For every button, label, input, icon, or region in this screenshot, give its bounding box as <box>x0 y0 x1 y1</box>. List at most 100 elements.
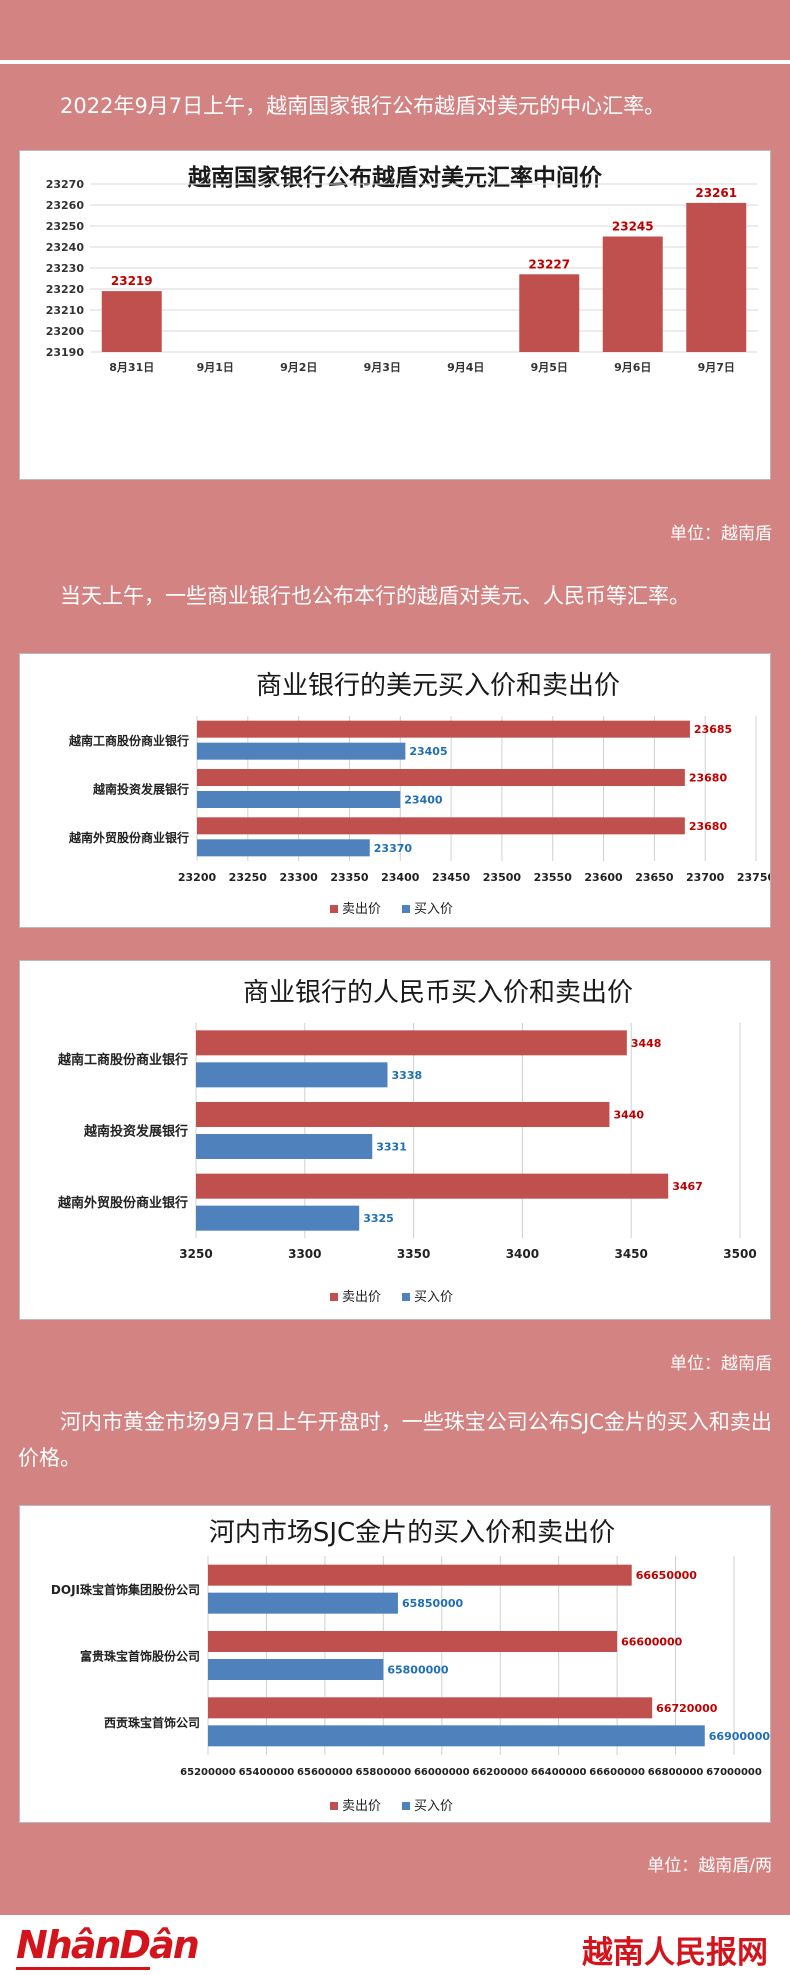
x-tick-label-0: 8月31日 <box>109 361 154 374</box>
sell-bar-0 <box>196 1030 627 1056</box>
x-tick-label-7: 23550 <box>534 871 573 884</box>
buy-bar-1 <box>208 1659 384 1680</box>
x-tick-label-5: 23450 <box>432 871 471 884</box>
cny-chart-card: 商业银行的人民币买入价和卖出价 3250 3300 3350 3400 3450 3500 越… <box>19 960 771 1320</box>
y-tick-label-0: 23190 <box>46 346 85 359</box>
sell-bar-label-1: 3440 <box>613 1109 644 1122</box>
site-name-logo[interactable]: 越南人民报网 <box>582 1935 768 1971</box>
x-tick-label-10: 23700 <box>686 871 725 884</box>
bar-label-6: 23245 <box>612 220 654 234</box>
category-label-0: DOJI珠宝首饰集团股份公司 <box>51 1582 200 1597</box>
x-tick-label-8: 66800000 <box>648 1767 704 1778</box>
top-divider <box>0 60 790 64</box>
y-tick-label-8: 23270 <box>46 178 85 191</box>
bar-7 <box>686 202 747 352</box>
bar-label-5: 23227 <box>528 257 570 271</box>
buy-bar-2 <box>208 1725 705 1747</box>
buy-bar-2 <box>196 1205 360 1231</box>
category-label-1: 富贵珠宝首饰股份公司 <box>80 1649 200 1664</box>
x-tick-label-0: 3250 <box>179 1247 212 1261</box>
buy-bar-0 <box>208 1592 398 1614</box>
buy-bar-label-2: 66900000 <box>709 1730 770 1743</box>
bar-label-7: 23261 <box>695 186 737 200</box>
sell-bar-1 <box>208 1631 618 1652</box>
buy-bar-label-0: 65850000 <box>402 1597 464 1610</box>
buy-bar-2 <box>197 839 370 857</box>
buy-bar-label-1: 23400 <box>404 794 443 807</box>
usd-rate-chart: 商业银行的美元买入价和卖出价 23200 23250 23300 23350 23400 2… <box>68 671 770 917</box>
sell-bar-label-1: 23680 <box>689 772 728 785</box>
category-label-1: 越南投资发展银行 <box>92 782 189 797</box>
buy-bar-0 <box>197 742 406 760</box>
x-tick-label-1: 3300 <box>288 1247 321 1261</box>
y-tick-label-7: 23260 <box>46 199 85 212</box>
chart-title: 越南国家银行公布越盾对美元汇率中间价 <box>188 164 603 191</box>
x-tick-label-4: 66000000 <box>414 1767 470 1778</box>
unit-label-1: 单位：越南盾 <box>670 524 772 544</box>
x-tick-label-6: 9月6日 <box>614 361 651 374</box>
y-tick-label-1: 23200 <box>46 325 85 338</box>
sell-bar-2 <box>197 817 685 835</box>
legend-swatch-buy <box>402 905 410 913</box>
chart-title: 河内市场SJC金片的买入价和卖出价 <box>209 1518 615 1548</box>
sell-bar-label-0: 66650000 <box>636 1569 698 1582</box>
buy-bar-label-1: 65800000 <box>387 1664 449 1677</box>
gold-price-chart: 河内市场SJC金片的买入价和卖出价 65200000 65400000 6560000… <box>51 1518 770 1814</box>
sell-bar-label-0: 23685 <box>694 723 732 736</box>
legend-label-buy: 买入价 <box>414 1290 453 1305</box>
legend-swatch-buy <box>402 1802 410 1810</box>
x-tick-label-3: 3400 <box>506 1247 539 1261</box>
category-label-2: 越南外贸股份商业银行 <box>68 830 189 845</box>
y-tick-label-3: 23220 <box>46 283 85 296</box>
legend-swatch-sell <box>330 1802 338 1810</box>
sell-bar-2 <box>208 1697 653 1719</box>
central-rate-chart: 越南国家银行公布越盾对美元汇率中间价 23190 23200 23210 23220 23… <box>46 164 758 374</box>
x-tick-label-2: 65600000 <box>297 1767 353 1778</box>
category-label-1: 越南投资发展银行 <box>83 1124 188 1140</box>
x-tick-label-4: 23400 <box>381 871 420 884</box>
buy-bar-label-2: 3325 <box>363 1212 394 1225</box>
intro-paragraph: 2022年9月7日上午，越南国家银行公布越盾对美元的中心汇率。 <box>60 94 666 118</box>
y-tick-label-6: 23250 <box>46 220 85 233</box>
legend-label-buy: 买入价 <box>414 902 453 917</box>
legend-label-sell: 卖出价 <box>342 1799 381 1814</box>
x-tick-label-7: 9月7日 <box>698 361 735 374</box>
sell-bar-1 <box>196 1102 610 1127</box>
buy-bar-label-0: 3338 <box>391 1069 422 1082</box>
nhandan-logo-underline <box>16 1967 150 1970</box>
buy-bar-label-2: 23370 <box>374 842 413 855</box>
x-tick-label-4: 3450 <box>614 1247 647 1261</box>
legend-label-sell: 卖出价 <box>342 902 381 917</box>
x-tick-label-3: 9月3日 <box>364 361 401 374</box>
legend-swatch-buy <box>402 1293 410 1301</box>
buy-bar-1 <box>196 1134 373 1159</box>
x-tick-label-4: 9月4日 <box>447 361 484 374</box>
sell-bar-label-2: 3467 <box>672 1180 703 1193</box>
x-tick-label-6: 23500 <box>483 871 522 884</box>
x-tick-label-3: 23350 <box>330 871 369 884</box>
sell-bar-label-0: 3448 <box>631 1037 662 1050</box>
footer-bar: NhânDân 越南人民报网 <box>0 1915 790 1975</box>
unit-label-3: 单位：越南盾/两 <box>647 1856 772 1876</box>
bar-6 <box>602 236 663 352</box>
x-tick-label-2: 3350 <box>397 1247 430 1261</box>
x-tick-label-2: 23300 <box>279 871 318 884</box>
sell-bar-label-1: 66600000 <box>621 1636 683 1649</box>
x-tick-label-9: 67000000 <box>706 1767 762 1778</box>
x-tick-label-3: 65800000 <box>355 1767 411 1778</box>
legend-swatch-sell <box>330 1293 338 1301</box>
category-label-0: 越南工商股份商业银行 <box>68 733 189 748</box>
bar-label-0: 23219 <box>111 274 153 288</box>
unit-label-2: 单位：越南盾 <box>670 1354 772 1374</box>
category-label-0: 越南工商股份商业银行 <box>57 1052 188 1068</box>
buy-bar-0 <box>196 1062 388 1088</box>
legend-label-buy: 买入价 <box>414 1799 453 1814</box>
category-label-2: 西贡珠宝首饰公司 <box>104 1715 200 1730</box>
x-tick-label-5: 9月5日 <box>531 361 568 374</box>
x-tick-label-2: 9月2日 <box>280 361 317 374</box>
y-tick-label-2: 23210 <box>46 304 85 317</box>
x-tick-label-0: 65200000 <box>180 1767 236 1778</box>
central-rate-chart-card: 越南国家银行公布越盾对美元汇率中间价 23190 23200 23210 23220 23… <box>19 150 771 480</box>
nhandan-logo[interactable]: NhânDân <box>16 1923 200 1967</box>
x-tick-label-8: 23600 <box>584 871 623 884</box>
